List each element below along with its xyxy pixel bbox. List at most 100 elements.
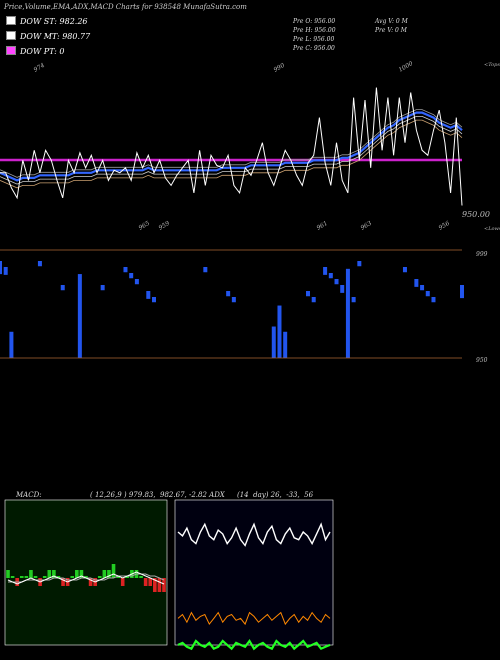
macd-histogram-bar [42, 576, 47, 578]
macd-values: ( 12,26,9 ) 979.83, 982.67, -2.82 ADX [90, 491, 225, 499]
info-pre-low: Pre L: 956.00 [293, 36, 335, 43]
last-price-label: 950.00 [462, 210, 490, 219]
adx-minus-di-line [177, 611, 331, 626]
info-pre-volume: Pre V: 0 M [375, 27, 407, 34]
macd-histogram-bar [157, 578, 162, 592]
volume-bar [134, 279, 139, 285]
macd-histogram-bar [148, 578, 153, 586]
info-pre-high: Pre H: 956.00 [293, 27, 336, 34]
macd-histogram-bar [70, 576, 75, 578]
volume-bar [0, 261, 2, 275]
volume-bar [345, 268, 350, 358]
price-top-label: 990 [273, 62, 287, 74]
macd-histogram-bar [162, 578, 166, 592]
volume-bar [357, 261, 362, 267]
macd-histogram-bar [120, 578, 125, 586]
volume-bar [100, 285, 105, 291]
volume-bar [37, 261, 42, 267]
volume-bar [431, 297, 436, 303]
macd-histogram-bar [111, 564, 116, 578]
volume-bar [414, 279, 419, 287]
macd-histogram-bar [125, 576, 130, 578]
volume-bar [231, 297, 236, 303]
macd-histogram-bar [116, 576, 120, 578]
volume-bar [283, 331, 288, 358]
macd-panel-frame [4, 499, 168, 646]
price-close-line [0, 87, 463, 206]
macd-histogram-bar [153, 578, 157, 592]
volume-bar [226, 291, 231, 297]
price-bottom-label: 959 [158, 220, 172, 232]
info-avg-volume: Avg V: 0 M [375, 18, 408, 25]
legend-label: DOW MT: 980.77 [20, 32, 91, 41]
macd-histogram-bar [19, 576, 24, 578]
macd-histogram-bar [75, 570, 79, 578]
volume-bar [420, 285, 425, 291]
volume-bar [306, 291, 310, 297]
volume-bar [3, 267, 8, 275]
volume-bar [334, 279, 339, 285]
volume-bar [129, 273, 134, 279]
macd-histogram-bar [10, 576, 15, 578]
volume-bar [271, 326, 276, 358]
page-title: Price,Volume,EMA,ADX,MACD Charts for 938… [4, 3, 247, 11]
macd-histogram-bar [107, 570, 111, 578]
volume-bar [340, 285, 345, 293]
macd-histogram-bar [139, 576, 143, 578]
legend-label: DOW ST: 982.26 [20, 17, 88, 26]
adx-plus-di-line [177, 639, 331, 651]
volume-bar [323, 267, 328, 275]
legend-swatch-icon [6, 16, 16, 25]
volume-top-label: 999 [476, 251, 488, 258]
volume-bar [311, 297, 316, 303]
legend-label: DOW PT: 0 [20, 47, 65, 56]
price-bottom-label: 956 [438, 220, 452, 232]
volume-bar [146, 291, 151, 299]
legend-dow-mt: DOW MT: 980.77 [6, 31, 90, 41]
macd-histogram-bar [97, 576, 102, 578]
adx-line [177, 522, 331, 547]
volume-bar [402, 267, 407, 273]
axis-lows-label: <Lows [484, 226, 500, 232]
macd-histogram-bar [143, 578, 148, 586]
macd-histogram-bar [52, 570, 56, 578]
axis-tops-label: <Tops [484, 62, 500, 68]
price-bottom-label: 963 [360, 220, 374, 232]
volume-bar [152, 297, 156, 303]
volume-bar [277, 305, 282, 358]
price-top-label: 1000 [398, 60, 415, 74]
volume-bar [328, 273, 333, 279]
price-bottom-label: 965 [138, 220, 152, 232]
info-pre-open: Pre O: 956.00 [293, 18, 336, 25]
price-top-label: 974 [33, 62, 47, 74]
macd-histogram-bar [56, 576, 61, 578]
volume-bar [77, 274, 82, 358]
volume-bar [60, 285, 65, 291]
macd-histogram-bar [47, 570, 52, 578]
macd-histogram-bar [79, 570, 84, 578]
macd-histogram-bar [61, 578, 65, 586]
info-pre-close: Pre C: 956.00 [293, 45, 335, 52]
ema-slow-line [0, 119, 463, 189]
adx-values: (14 day) 26, -33, 56 [237, 491, 314, 499]
price-bottom-label: 961 [316, 220, 329, 232]
legend-dow-pt: DOW PT: 0 [6, 46, 65, 56]
volume-bottom-label: 950 [476, 357, 488, 364]
macd-histogram-bar [33, 576, 38, 578]
macd-histogram-bar [88, 578, 93, 586]
macd-histogram-bar [6, 570, 10, 578]
legend-swatch-icon [6, 31, 16, 40]
volume-bar [123, 267, 128, 273]
volume-bar [351, 297, 356, 303]
volume-bar [9, 331, 14, 358]
volume-bar [203, 267, 208, 273]
macd-label: MACD: [16, 491, 42, 499]
legend-swatch-icon [6, 46, 16, 55]
macd-histogram-bar [102, 570, 107, 578]
macd-histogram-bar [84, 576, 88, 578]
volume-bar [460, 285, 464, 299]
adx-panel-frame [174, 499, 334, 646]
volume-bar [425, 291, 430, 297]
